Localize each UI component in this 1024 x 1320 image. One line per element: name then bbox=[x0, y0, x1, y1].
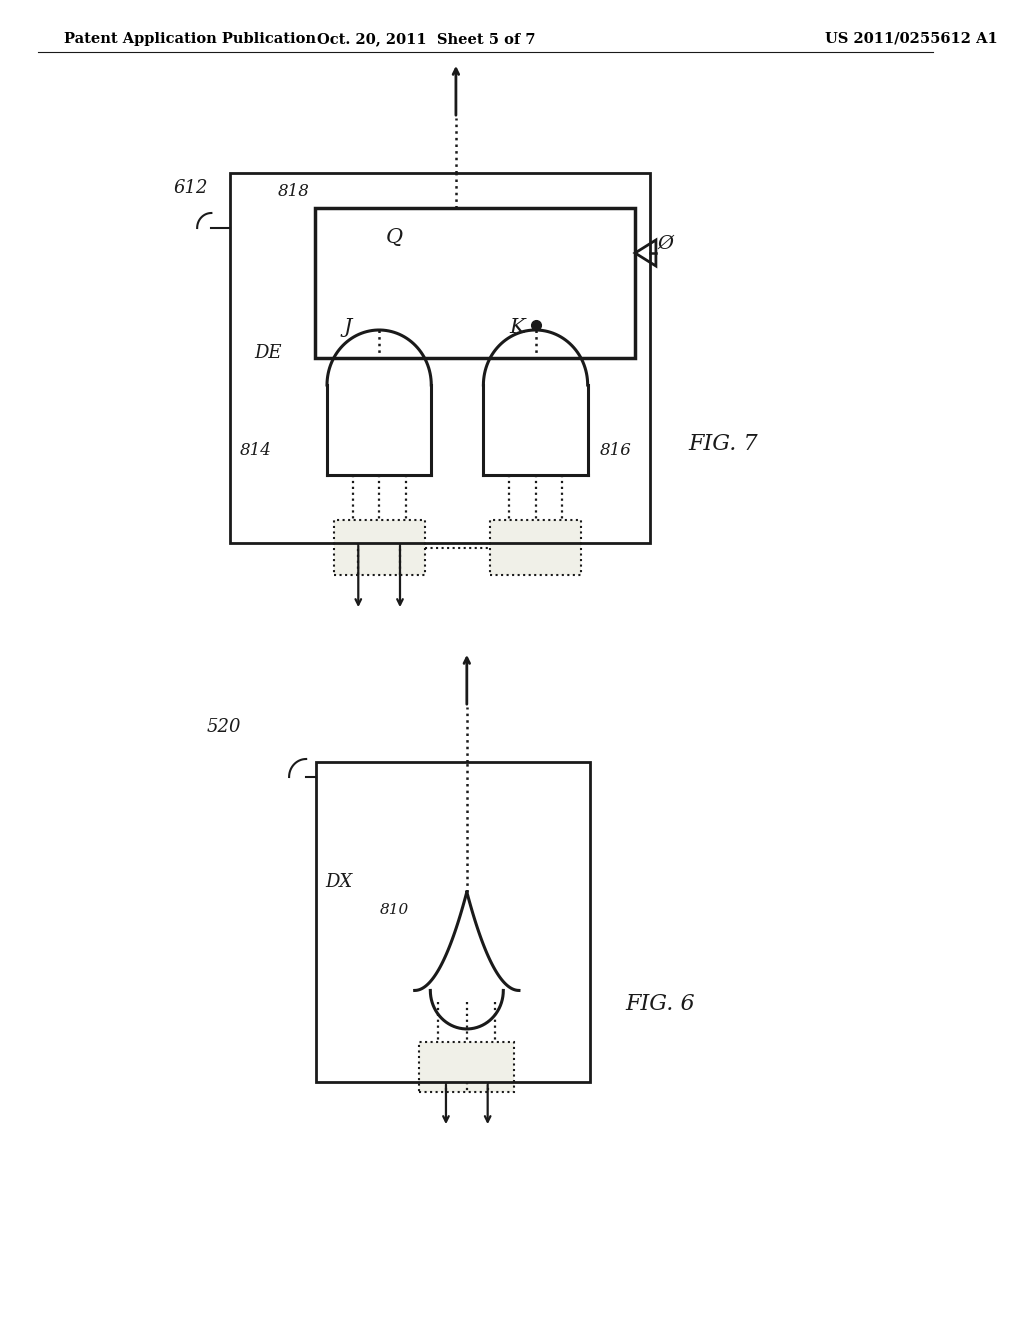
Bar bbox=[230, 173, 650, 543]
Text: Oct. 20, 2011  Sheet 5 of 7: Oct. 20, 2011 Sheet 5 of 7 bbox=[317, 32, 536, 46]
Text: 818: 818 bbox=[278, 183, 309, 201]
Text: DE: DE bbox=[254, 345, 282, 362]
Text: Patent Application Publication: Patent Application Publication bbox=[65, 32, 316, 46]
Text: Ø: Ø bbox=[657, 235, 674, 253]
Text: K: K bbox=[509, 318, 524, 337]
Bar bbox=[315, 762, 590, 1082]
Text: 816: 816 bbox=[600, 442, 632, 459]
Text: Q: Q bbox=[386, 228, 402, 247]
Bar bbox=[490, 520, 581, 576]
Text: 612: 612 bbox=[173, 180, 208, 197]
Text: DX: DX bbox=[325, 873, 352, 891]
Bar bbox=[314, 209, 635, 358]
Bar bbox=[420, 1041, 514, 1092]
Text: FIG. 7: FIG. 7 bbox=[688, 433, 758, 455]
Text: FIG. 6: FIG. 6 bbox=[626, 993, 695, 1015]
Text: US 2011/0255612 A1: US 2011/0255612 A1 bbox=[824, 32, 997, 46]
Text: J: J bbox=[343, 318, 351, 337]
Bar bbox=[334, 520, 425, 576]
Text: 810: 810 bbox=[380, 903, 410, 917]
Text: 814: 814 bbox=[240, 442, 271, 459]
Text: 520: 520 bbox=[207, 718, 241, 737]
